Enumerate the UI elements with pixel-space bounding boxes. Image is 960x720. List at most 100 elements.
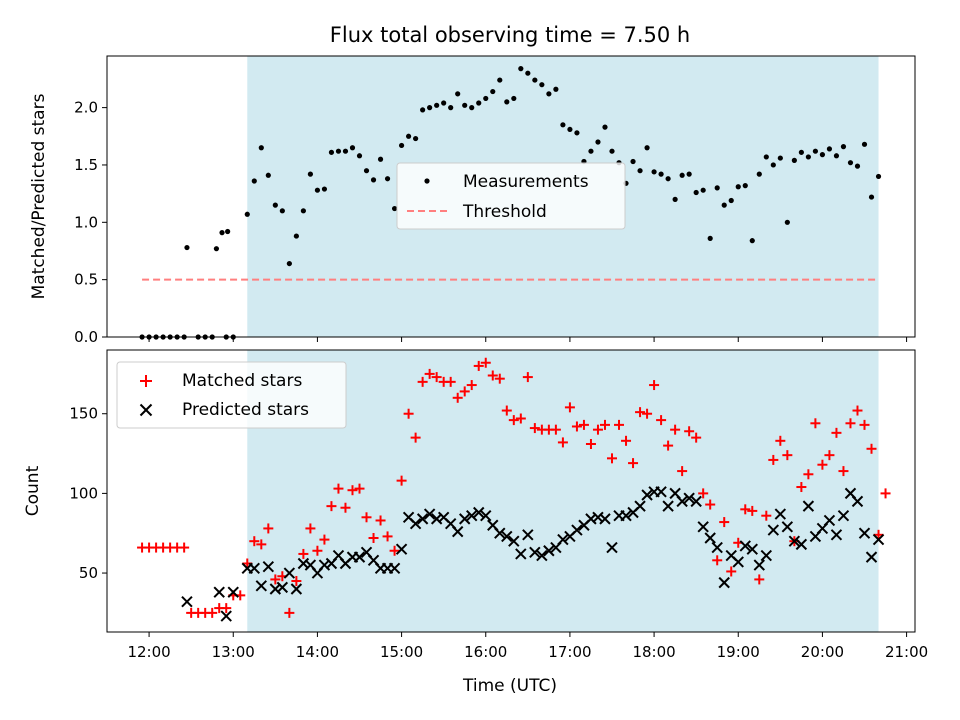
bottom-legend-box [116, 361, 347, 429]
matched-star-point [431, 372, 442, 383]
matched-star-point [550, 424, 561, 435]
bottom-legend: Matched stars Predicted stars [116, 361, 347, 429]
predicted-star-point [466, 509, 478, 522]
measurement-point [630, 158, 636, 165]
matched-star-point [263, 523, 274, 534]
matched-star-point [305, 523, 316, 534]
legend-matched-marker [140, 375, 152, 387]
predicted-star-point [181, 596, 193, 608]
measurement-points [139, 66, 882, 340]
matched-star-point [859, 419, 870, 430]
matched-star-point [480, 357, 491, 368]
matched-star-point [298, 548, 309, 559]
matched-star-point [340, 502, 351, 513]
predicted-star-point [851, 495, 864, 508]
measurement-point [490, 88, 496, 95]
measurement-point [742, 183, 748, 189]
matched-star-point [607, 453, 617, 464]
y-tick-label: 1.0 [74, 213, 98, 231]
measurement-point [511, 95, 517, 102]
predicted-star-point [557, 533, 569, 546]
predicted-star-point [571, 524, 583, 536]
matched-star-point [656, 415, 667, 426]
x-tick-label: 16:00 [464, 643, 507, 661]
measurement-point [441, 100, 447, 106]
legend-predicted-label: Predicted stars [182, 400, 309, 420]
measurement-point [532, 77, 538, 83]
matched-star-point [754, 574, 765, 585]
matched-star-point [291, 576, 302, 587]
predicted-star-point [494, 527, 506, 539]
predicted-star-point [823, 514, 836, 527]
matched-star-point [684, 426, 695, 437]
measurement-point [644, 145, 650, 151]
matched-star-point [256, 539, 267, 550]
predicted-star-point [248, 562, 260, 574]
x-tick-label: 18:00 [632, 643, 675, 661]
matched-star-point [852, 405, 863, 416]
measurement-point [602, 124, 608, 130]
predicted-star-point [795, 538, 808, 551]
measurement-point [300, 208, 306, 214]
measurement-point [658, 171, 664, 177]
measurement-point [525, 70, 531, 76]
measurement-point [462, 102, 468, 108]
measurement-point [335, 148, 342, 154]
matched-star-point [501, 405, 512, 416]
x-tick-label: 15:00 [380, 643, 423, 661]
measurement-point [225, 228, 231, 235]
matched-star-point [599, 419, 610, 430]
predicted-star-point [774, 508, 787, 520]
measurement-point [553, 86, 559, 92]
predicted-star-point [872, 533, 885, 546]
matched-star-point [249, 536, 260, 547]
matched-star-point [796, 482, 807, 493]
measurement-point [567, 126, 573, 133]
matched-star-point [284, 607, 295, 618]
matched-star-point [354, 483, 365, 494]
measurement-point [356, 153, 363, 159]
predicted-star-point [802, 500, 815, 512]
measurement-point [826, 146, 833, 152]
predicted-star-point [641, 489, 653, 501]
measurement-point [875, 173, 882, 180]
x-tick-label: 12:00 [127, 643, 170, 661]
legend-threshold-label: Threshold [462, 202, 547, 222]
predicted-star-point [409, 517, 422, 530]
measurement-point [609, 148, 615, 154]
predicted-star-point [451, 525, 464, 538]
predicted-star-point [501, 530, 513, 543]
predicted-star-point [767, 524, 780, 536]
matched-star-point [522, 372, 533, 383]
measurement-point [370, 177, 377, 183]
measurement-point [819, 152, 826, 158]
top-axes-frame [106, 55, 916, 338]
predicted-star-point [704, 532, 716, 544]
measurement-point [763, 154, 769, 160]
matched-star-point [838, 466, 849, 477]
predicted-star-point [536, 549, 548, 562]
predicted-star-point [276, 581, 289, 594]
measurement-point [314, 187, 321, 193]
matched-star-point [207, 607, 218, 618]
matched-star-point [445, 376, 456, 387]
matched-star-point [221, 603, 232, 614]
matched-star-point [326, 501, 337, 512]
matched-star-point [452, 392, 463, 403]
matched-star-point [382, 531, 393, 542]
predicted-star-point [760, 549, 773, 562]
matched-star-point [319, 534, 330, 545]
predicted-star-point [788, 535, 801, 547]
x-tick-label: 14:00 [296, 643, 339, 661]
predicted-star-point [865, 551, 878, 563]
measurement-point [497, 77, 503, 83]
matched-star-point [466, 380, 477, 391]
predicted-star-point [283, 567, 296, 579]
y-tick-label: 100 [69, 484, 98, 502]
matched-star-point [845, 418, 856, 429]
matched-star-point [179, 542, 190, 553]
predicted-star-point [543, 545, 555, 557]
predicted-star-point [599, 513, 611, 525]
matched-star-point [628, 458, 639, 469]
matched-star-point [361, 512, 372, 523]
